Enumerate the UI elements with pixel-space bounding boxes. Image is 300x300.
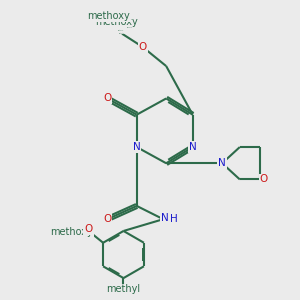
Text: O: O <box>103 214 111 224</box>
Text: O: O <box>139 42 147 52</box>
Text: methoxy: methoxy <box>51 226 93 237</box>
Text: methoxy: methoxy <box>87 11 130 21</box>
Text: methoxy: methoxy <box>117 30 124 31</box>
Text: N: N <box>189 142 196 152</box>
Text: H: H <box>170 214 177 224</box>
Text: N: N <box>133 142 141 152</box>
Text: methoxy: methoxy <box>126 27 133 28</box>
Text: methyl: methyl <box>106 284 141 294</box>
Text: methoxy: methoxy <box>95 17 137 27</box>
Text: O: O <box>103 94 111 103</box>
Text: N: N <box>218 158 226 168</box>
Text: methoxy: methoxy <box>119 33 125 34</box>
Text: O: O <box>84 224 92 235</box>
Text: O: O <box>260 174 268 184</box>
Text: N: N <box>161 213 169 223</box>
